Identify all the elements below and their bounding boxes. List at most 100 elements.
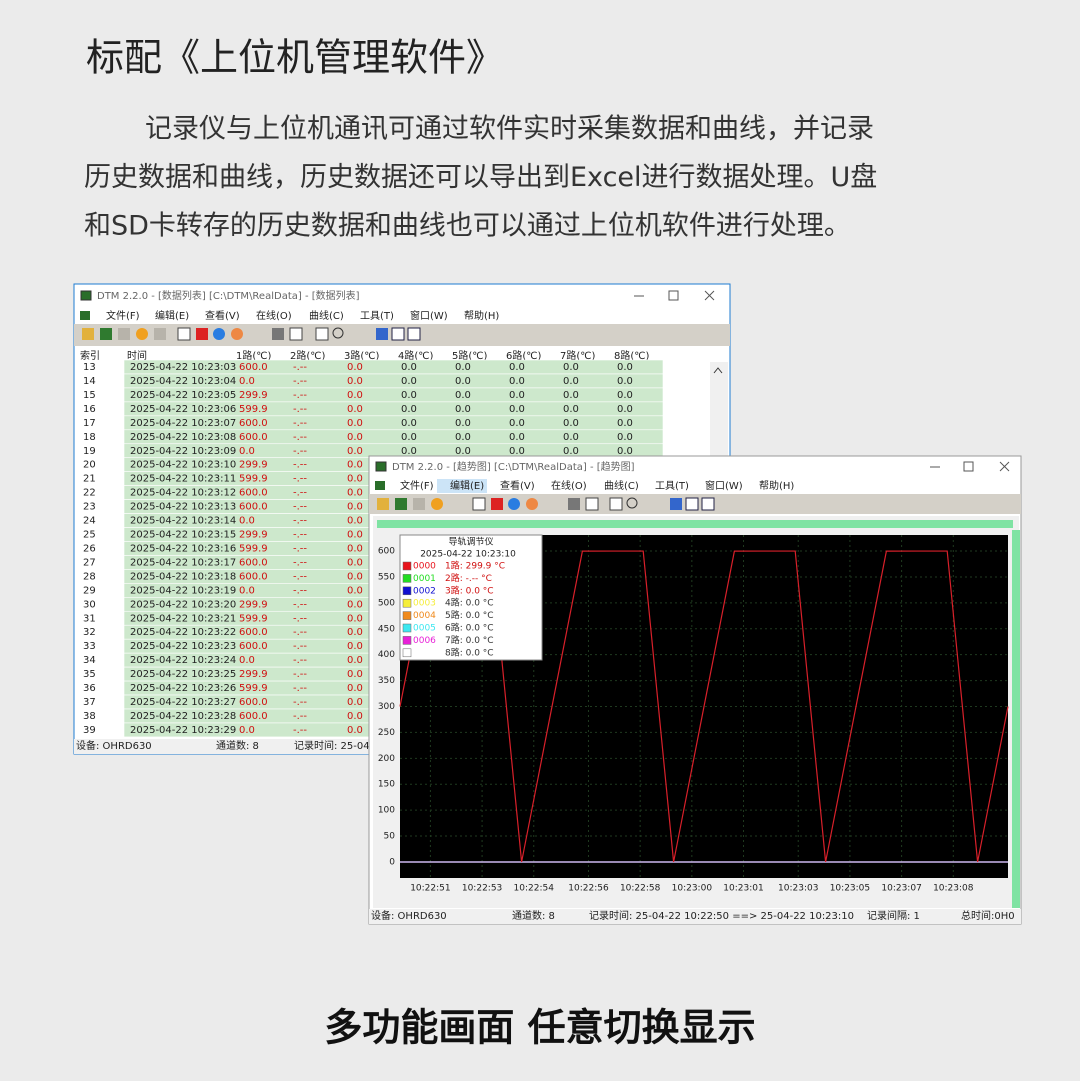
page-title: 标配《上位机管理软件》 — [86, 36, 504, 80]
cell: 0.0 — [455, 432, 471, 443]
cell: 299.9 — [239, 390, 268, 401]
cell: 0.0 — [509, 446, 525, 457]
y-tick-label: 0 — [389, 857, 395, 867]
y-tick-label: 450 — [378, 624, 395, 634]
cell: 0.0 — [455, 376, 471, 387]
cell: 0.0 — [347, 613, 363, 624]
cell: -.-- — [293, 711, 307, 722]
cell: 20 — [83, 460, 96, 471]
cell: 0.0 — [347, 446, 363, 457]
cell: 2025-04-22 10:23:27 — [130, 697, 236, 708]
scroll-strip[interactable] — [377, 520, 1013, 528]
column-header: 5路(℃) — [452, 349, 487, 362]
cell: 29 — [83, 585, 96, 596]
cell: -.-- — [293, 683, 307, 694]
status-text: 记录间隔: 1 — [867, 909, 920, 922]
legend-code: 0003 — [413, 599, 436, 609]
menu-item[interactable]: 工具(T) — [655, 480, 689, 492]
cell: -.-- — [293, 446, 307, 457]
x-tick-label: 10:22:51 — [410, 884, 450, 894]
cell: 0.0 — [347, 585, 363, 596]
y-tick-label: 250 — [378, 728, 395, 738]
menu-item[interactable]: 在线(O) — [256, 309, 292, 322]
status-bar — [369, 909, 1021, 924]
menu-item[interactable]: 窗口(W) — [705, 479, 743, 492]
cell: 2025-04-22 10:23:21 — [130, 613, 236, 624]
cell: 2025-04-22 10:23:18 — [130, 571, 236, 582]
menu-item[interactable]: 查看(V) — [500, 479, 535, 492]
menu-item[interactable]: 在线(O) — [551, 479, 587, 492]
cell: 0.0 — [347, 655, 363, 666]
cell: 0.0 — [401, 404, 417, 415]
cell: 0.0 — [563, 404, 579, 415]
menu-item[interactable]: 查看(V) — [205, 309, 240, 322]
cell: -.-- — [293, 362, 307, 373]
cell: 2025-04-22 10:23:09 — [130, 446, 236, 457]
menu-item[interactable]: 编辑(E) — [155, 309, 189, 322]
legend-swatch — [402, 648, 412, 658]
legend-code: 0006 — [413, 636, 436, 646]
cell: 0.0 — [401, 418, 417, 429]
scroll-strip[interactable] — [1012, 530, 1020, 908]
cell: 600.0 — [239, 362, 268, 373]
cell: 2025-04-22 10:23:26 — [130, 683, 236, 694]
cell: 0.0 — [617, 418, 633, 429]
menu-item[interactable]: 帮助(H) — [464, 309, 499, 322]
legend-swatch — [402, 598, 412, 608]
column-header: 4路(℃) — [398, 349, 433, 362]
cell: 0.0 — [455, 446, 471, 457]
cell: 26 — [83, 543, 96, 554]
cell: 0.0 — [347, 404, 363, 415]
legend-label: 2路: -.-- °C — [445, 572, 492, 584]
cell: 0.0 — [455, 404, 471, 415]
cell: 0.0 — [617, 404, 633, 415]
y-tick-label: 500 — [378, 598, 395, 608]
column-header: 2路(℃) — [290, 349, 325, 362]
cell: 600.0 — [239, 627, 268, 638]
menu-item[interactable]: 文件(F) — [400, 479, 434, 492]
menu-item[interactable]: 曲线(C) — [604, 479, 639, 492]
menu-item[interactable]: 曲线(C) — [309, 309, 344, 322]
legend-code: 0005 — [413, 624, 436, 634]
cell: 32 — [83, 627, 96, 638]
cell: 0.0 — [563, 418, 579, 429]
menu-item[interactable]: 文件(F) — [106, 309, 140, 322]
cell: 0.0 — [347, 362, 363, 373]
legend-swatch — [402, 623, 412, 633]
scroll-up[interactable] — [713, 367, 723, 374]
x-tick-label: 10:22:56 — [568, 884, 609, 894]
cell: 2025-04-22 10:23:20 — [130, 599, 236, 610]
cell: -.-- — [293, 599, 307, 610]
cell: 600.0 — [239, 641, 268, 652]
menu-item[interactable]: 帮助(H) — [759, 479, 794, 492]
menu-item[interactable]: 窗口(W) — [410, 309, 448, 322]
cell: 0.0 — [563, 446, 579, 457]
y-tick-label: 350 — [378, 676, 395, 686]
legend-code: 0007 — [413, 648, 436, 658]
menu-item[interactable]: 编辑(E) — [450, 479, 484, 492]
x-tick-label: 10:23:07 — [881, 884, 921, 894]
cell: 0.0 — [617, 446, 633, 457]
window-title: DTM 2.2.0 - [趋势图] [C:\DTM\RealData] - [趋… — [392, 460, 635, 473]
cell: 0.0 — [347, 669, 363, 680]
cell: 599.9 — [239, 474, 268, 485]
y-tick-label: 100 — [378, 806, 395, 816]
cell: 299.9 — [239, 669, 268, 680]
y-tick-label: 550 — [378, 572, 395, 582]
legend-label: 5路: 0.0 °C — [445, 609, 494, 621]
menu-item[interactable]: 工具(T) — [360, 310, 394, 322]
legend-time: 2025-04-22 10:23:10 — [420, 550, 516, 560]
cell: 2025-04-22 10:23:25 — [130, 669, 236, 680]
column-header: 时间 — [127, 349, 147, 362]
cell: 599.9 — [239, 613, 268, 624]
x-tick-label: 10:23:01 — [723, 884, 763, 894]
legend-code: 0004 — [413, 611, 436, 621]
legend-swatch — [402, 611, 412, 620]
toolbar-icons[interactable] — [82, 327, 421, 341]
toolbar-icons[interactable] — [377, 497, 715, 511]
cell: 2025-04-22 10:23:07 — [130, 418, 236, 429]
cell: 600.0 — [239, 697, 268, 708]
intro: 记录仪与上位机通讯可通过软件实时采集数据和曲线，并记录历史数据和曲线，历史数据还… — [84, 114, 877, 242]
cell: 31 — [83, 613, 96, 624]
cell: 18 — [83, 432, 96, 443]
